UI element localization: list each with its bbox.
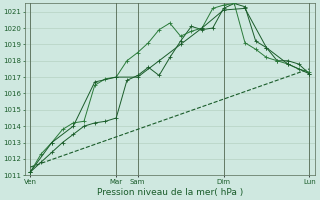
X-axis label: Pression niveau de la mer( hPa ): Pression niveau de la mer( hPa ) [97,188,243,197]
